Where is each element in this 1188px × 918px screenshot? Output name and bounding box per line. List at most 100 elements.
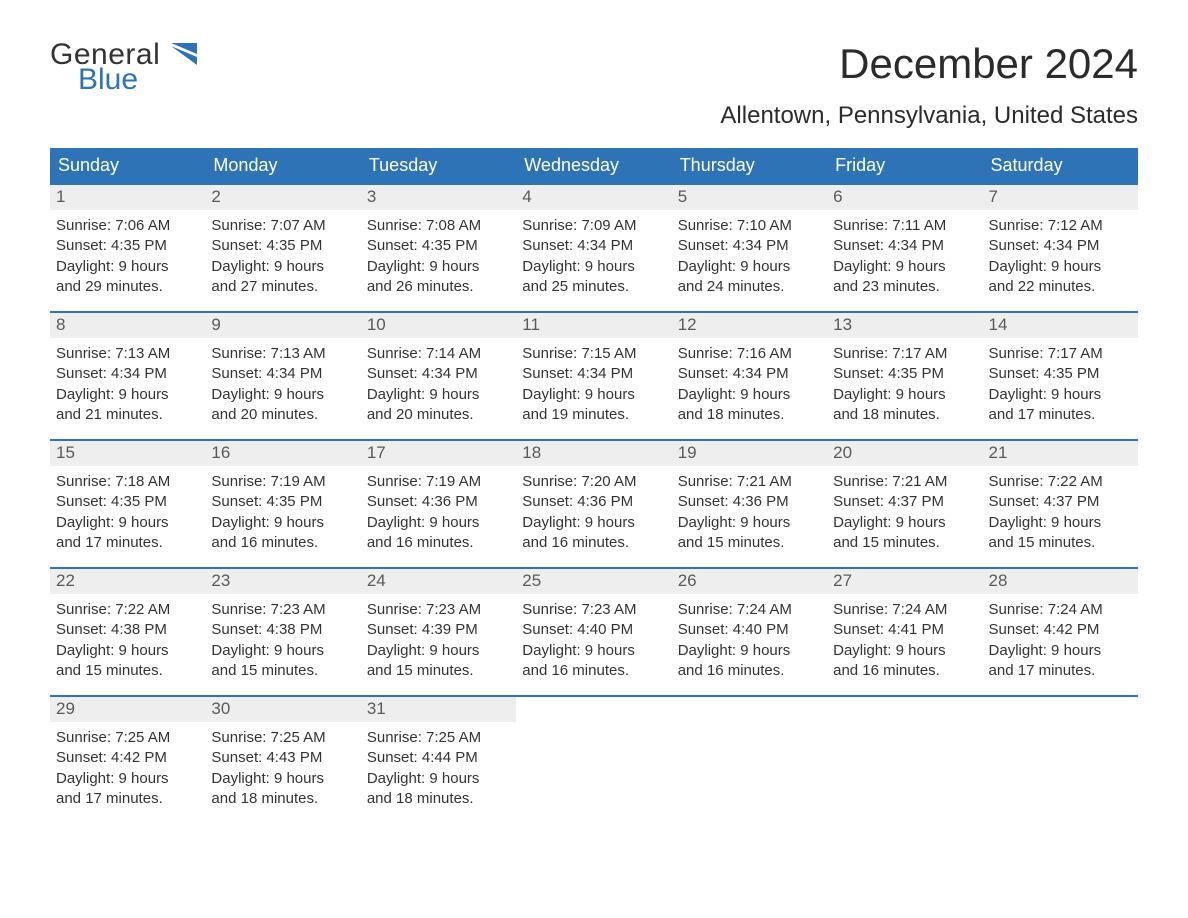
- day-sr: Sunrise: 7:13 AM: [211, 344, 354, 364]
- day-body: Sunrise: 7:23 AMSunset: 4:39 PMDaylight:…: [361, 594, 516, 681]
- weekday-tuesday: Tuesday: [361, 148, 516, 183]
- day-body: Sunrise: 7:13 AMSunset: 4:34 PMDaylight:…: [50, 338, 205, 425]
- day-body: Sunrise: 7:17 AMSunset: 4:35 PMDaylight:…: [983, 338, 1138, 425]
- day-cell: 12Sunrise: 7:16 AMSunset: 4:34 PMDayligh…: [672, 313, 827, 425]
- day-d1: Daylight: 9 hours: [56, 513, 199, 533]
- day-cell: 1Sunrise: 7:06 AMSunset: 4:35 PMDaylight…: [50, 185, 205, 297]
- day-d2: and 19 minutes.: [522, 405, 665, 425]
- day-body: Sunrise: 7:25 AMSunset: 4:43 PMDaylight:…: [205, 722, 360, 809]
- day-d2: and 16 minutes.: [522, 661, 665, 681]
- weekday-sunday: Sunday: [50, 148, 205, 183]
- day-body: Sunrise: 7:08 AMSunset: 4:35 PMDaylight:…: [361, 210, 516, 297]
- day-d2: and 21 minutes.: [56, 405, 199, 425]
- day-sr: Sunrise: 7:15 AM: [522, 344, 665, 364]
- day-sr: Sunrise: 7:25 AM: [211, 728, 354, 748]
- day-number: 20: [827, 441, 982, 466]
- day-sr: Sunrise: 7:16 AM: [678, 344, 821, 364]
- weekday-header: Sunday Monday Tuesday Wednesday Thursday…: [50, 148, 1138, 183]
- day-number: 11: [516, 313, 671, 338]
- day-d1: Daylight: 9 hours: [678, 257, 821, 277]
- day-d1: Daylight: 9 hours: [522, 385, 665, 405]
- week-row: 22Sunrise: 7:22 AMSunset: 4:38 PMDayligh…: [50, 567, 1138, 681]
- day-d1: Daylight: 9 hours: [989, 513, 1132, 533]
- day-cell: 13Sunrise: 7:17 AMSunset: 4:35 PMDayligh…: [827, 313, 982, 425]
- day-cell: 7Sunrise: 7:12 AMSunset: 4:34 PMDaylight…: [983, 185, 1138, 297]
- day-ss: Sunset: 4:41 PM: [833, 620, 976, 640]
- day-body: Sunrise: 7:25 AMSunset: 4:44 PMDaylight:…: [361, 722, 516, 809]
- day-d1: Daylight: 9 hours: [522, 513, 665, 533]
- day-ss: Sunset: 4:43 PM: [211, 748, 354, 768]
- day-sr: Sunrise: 7:23 AM: [522, 600, 665, 620]
- day-number: 27: [827, 569, 982, 594]
- day-cell: 19Sunrise: 7:21 AMSunset: 4:36 PMDayligh…: [672, 441, 827, 553]
- day-sr: Sunrise: 7:25 AM: [56, 728, 199, 748]
- weekday-thursday: Thursday: [672, 148, 827, 183]
- day-number: 25: [516, 569, 671, 594]
- day-sr: Sunrise: 7:08 AM: [367, 216, 510, 236]
- day-sr: Sunrise: 7:14 AM: [367, 344, 510, 364]
- day-cell: 27 Sunrise: 7:24 AMSunset: 4:41 PMDayligh…: [827, 569, 982, 681]
- weekday-wednesday: Wednesday: [516, 148, 671, 183]
- day-number: 8: [50, 313, 205, 338]
- day-d1: Daylight: 9 hours: [367, 641, 510, 661]
- day-d2: and 15 minutes.: [833, 533, 976, 553]
- day-cell: [672, 697, 827, 809]
- day-d2: and 15 minutes.: [56, 661, 199, 681]
- day-number: 29: [50, 697, 205, 722]
- month-title: December 2024: [720, 40, 1138, 88]
- day-d2: and 15 minutes.: [678, 533, 821, 553]
- day-number: 12: [672, 313, 827, 338]
- day-sr: Sunrise: 7:17 AM: [833, 344, 976, 364]
- day-body: Sunrise: 7:07 AMSunset: 4:35 PMDaylight:…: [205, 210, 360, 297]
- day-ss: Sunset: 4:34 PM: [522, 236, 665, 256]
- day-ss: Sunset: 4:38 PM: [211, 620, 354, 640]
- day-body: Sunrise: 7:12 AMSunset: 4:34 PMDaylight:…: [983, 210, 1138, 297]
- day-ss: Sunset: 4:37 PM: [989, 492, 1132, 512]
- day-sr: Sunrise: 7:23 AM: [367, 600, 510, 620]
- day-d1: Daylight: 9 hours: [678, 641, 821, 661]
- day-d1: Daylight: 9 hours: [367, 769, 510, 789]
- day-number: 4: [516, 185, 671, 210]
- day-d2: and 24 minutes.: [678, 277, 821, 297]
- day-sr: Sunrise: 7:09 AM: [522, 216, 665, 236]
- day-number: 15: [50, 441, 205, 466]
- day-ss: Sunset: 4:35 PM: [367, 236, 510, 256]
- day-ss: Sunset: 4:34 PM: [56, 364, 199, 384]
- day-number: 3: [361, 185, 516, 210]
- day-d2: and 22 minutes.: [989, 277, 1132, 297]
- day-d1: Daylight: 9 hours: [833, 257, 976, 277]
- day-cell: 4Sunrise: 7:09 AMSunset: 4:34 PMDaylight…: [516, 185, 671, 297]
- day-d2: and 18 minutes.: [367, 789, 510, 809]
- day-d1: Daylight: 9 hours: [833, 641, 976, 661]
- header: General Blue December 2024 Allentown, Pe…: [50, 40, 1138, 130]
- day-d2: and 16 minutes.: [833, 661, 976, 681]
- day-cell: [983, 697, 1138, 809]
- day-cell: [827, 697, 982, 809]
- day-d1: Daylight: 9 hours: [211, 769, 354, 789]
- day-cell: [516, 697, 671, 809]
- day-d1: Daylight: 9 hours: [367, 257, 510, 277]
- day-cell: 25Sunrise: 7:23 AMSunset: 4:40 PMDayligh…: [516, 569, 671, 681]
- day-cell: 14Sunrise: 7:17 AMSunset: 4:35 PMDayligh…: [983, 313, 1138, 425]
- day-d1: Daylight: 9 hours: [211, 641, 354, 661]
- day-ss: Sunset: 4:35 PM: [211, 492, 354, 512]
- day-cell: 24Sunrise: 7:23 AMSunset: 4:39 PMDayligh…: [361, 569, 516, 681]
- day-d1: Daylight: 9 hours: [367, 385, 510, 405]
- day-number: 14: [983, 313, 1138, 338]
- day-d2: and 18 minutes.: [678, 405, 821, 425]
- day-d2: and 16 minutes.: [522, 533, 665, 553]
- day-sr: Sunrise: 7:10 AM: [678, 216, 821, 236]
- day-body: Sunrise: 7:19 AMSunset: 4:35 PMDaylight:…: [205, 466, 360, 553]
- day-d2: and 20 minutes.: [367, 405, 510, 425]
- day-body: Sunrise: 7:16 AMSunset: 4:34 PMDaylight:…: [672, 338, 827, 425]
- day-cell: 26Sunrise: 7:24 AMSunset: 4:40 PMDayligh…: [672, 569, 827, 681]
- weekday-friday: Friday: [827, 148, 982, 183]
- day-sr: Sunrise: 7:07 AM: [211, 216, 354, 236]
- day-d1: Daylight: 9 hours: [833, 513, 976, 533]
- day-body: Sunrise: 7:11 AMSunset: 4:34 PMDaylight:…: [827, 210, 982, 297]
- day-ss: Sunset: 4:35 PM: [211, 236, 354, 256]
- day-d1: Daylight: 9 hours: [989, 641, 1132, 661]
- day-ss: Sunset: 4:34 PM: [522, 364, 665, 384]
- day-sr: Sunrise: 7:24 AM: [833, 600, 976, 620]
- day-cell: 22Sunrise: 7:22 AMSunset: 4:38 PMDayligh…: [50, 569, 205, 681]
